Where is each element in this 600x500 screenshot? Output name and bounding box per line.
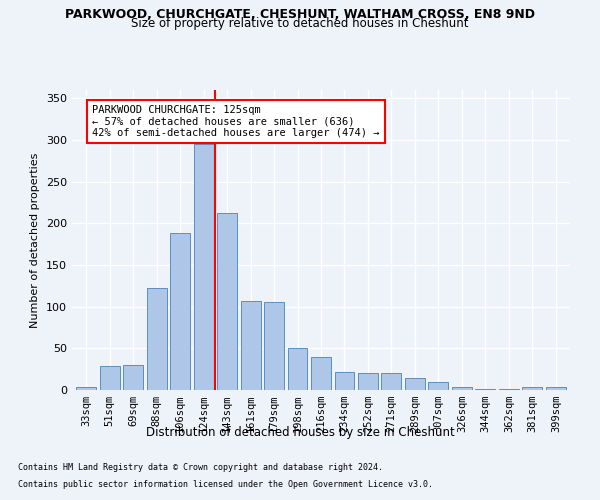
Bar	[428, 382, 448, 390]
Text: Contains public sector information licensed under the Open Government Licence v3: Contains public sector information licen…	[18, 480, 433, 489]
Bar	[335, 372, 355, 390]
Bar	[170, 234, 190, 390]
Bar	[287, 348, 307, 390]
Bar	[382, 374, 401, 390]
Bar	[264, 302, 284, 390]
Text: PARKWOOD, CHURCHGATE, CHESHUNT, WALTHAM CROSS, EN8 9ND: PARKWOOD, CHURCHGATE, CHESHUNT, WALTHAM …	[65, 8, 535, 20]
Bar	[499, 389, 519, 390]
Bar	[123, 365, 143, 390]
Bar	[76, 386, 96, 390]
Text: Distribution of detached houses by size in Cheshunt: Distribution of detached houses by size …	[146, 426, 454, 439]
Bar	[217, 212, 237, 390]
Bar	[241, 301, 260, 390]
Bar	[475, 389, 496, 390]
Bar	[100, 366, 119, 390]
Bar	[146, 288, 167, 390]
Text: Size of property relative to detached houses in Cheshunt: Size of property relative to detached ho…	[131, 18, 469, 30]
Bar	[405, 378, 425, 390]
Text: Contains HM Land Registry data © Crown copyright and database right 2024.: Contains HM Land Registry data © Crown c…	[18, 464, 383, 472]
Bar	[311, 356, 331, 390]
Bar	[546, 386, 566, 390]
Y-axis label: Number of detached properties: Number of detached properties	[31, 152, 40, 328]
Bar	[358, 374, 378, 390]
Bar	[194, 144, 214, 390]
Bar	[452, 386, 472, 390]
Bar	[523, 386, 542, 390]
Text: PARKWOOD CHURCHGATE: 125sqm
← 57% of detached houses are smaller (636)
42% of se: PARKWOOD CHURCHGATE: 125sqm ← 57% of det…	[92, 105, 379, 138]
